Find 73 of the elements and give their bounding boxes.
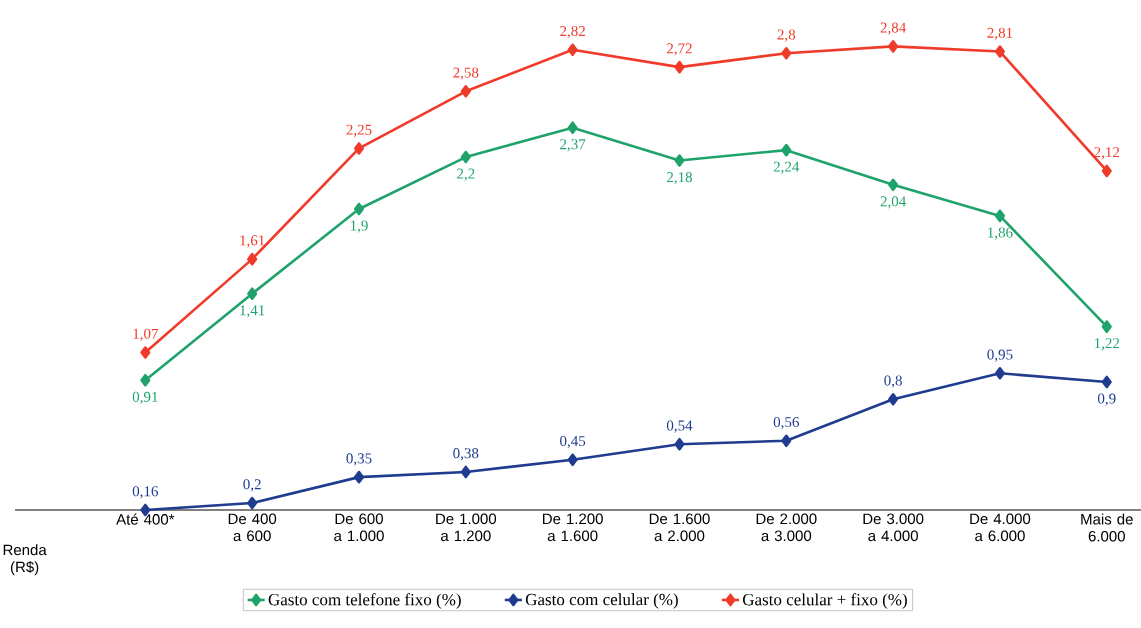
data-label: 0,2 bbox=[243, 479, 261, 492]
legend-label: Gasto com telefone fixo (%) bbox=[268, 593, 461, 609]
data-label: 1,9 bbox=[350, 220, 368, 233]
point bbox=[674, 154, 685, 167]
data-label: 2,04 bbox=[880, 196, 907, 209]
point bbox=[781, 46, 792, 60]
point bbox=[460, 150, 471, 164]
point bbox=[994, 209, 1005, 223]
x-tick-label: De 600 a 1.000 bbox=[334, 513, 384, 542]
x-axis-title: Renda (R$) bbox=[3, 544, 47, 576]
point bbox=[567, 453, 578, 467]
data-label: 2,12 bbox=[1094, 147, 1120, 160]
data-label: 0,91 bbox=[132, 391, 158, 405]
point bbox=[994, 45, 1005, 58]
x-tick-label: De 3.000 a 4.000 bbox=[863, 513, 924, 542]
legend-label: Gasto celular + fixo (%) bbox=[742, 593, 907, 609]
point bbox=[140, 346, 151, 359]
data-label: 1,22 bbox=[1094, 338, 1120, 351]
data-label: 2,8 bbox=[777, 29, 796, 42]
data-label: 0,16 bbox=[132, 486, 159, 499]
data-label: 2,82 bbox=[560, 26, 585, 39]
data-label: 0,9 bbox=[1097, 393, 1116, 406]
data-label: 0,56 bbox=[773, 416, 799, 430]
data-label: 0,8 bbox=[884, 375, 902, 388]
point bbox=[247, 287, 258, 301]
point bbox=[247, 496, 258, 510]
data-label: 2,2 bbox=[457, 168, 475, 181]
data-label: 0,38 bbox=[453, 448, 479, 461]
data-label: 0,35 bbox=[346, 453, 372, 466]
data-label: 2,84 bbox=[880, 22, 907, 35]
point bbox=[1101, 320, 1112, 333]
data-label: 2,72 bbox=[667, 43, 692, 56]
point bbox=[888, 40, 899, 53]
data-label: 2,25 bbox=[346, 124, 372, 137]
data-label: 1,86 bbox=[988, 227, 1013, 240]
x-tick-label: De 1.600 a 2.000 bbox=[649, 513, 710, 542]
data-label: 1,41 bbox=[240, 305, 265, 318]
x-tick-label: De 4.000 a 6.000 bbox=[970, 513, 1031, 542]
point bbox=[460, 465, 471, 479]
point bbox=[781, 434, 792, 448]
data-label: 0,54 bbox=[666, 420, 693, 433]
data-label: 1,07 bbox=[133, 328, 159, 342]
data-label: 0,45 bbox=[560, 436, 586, 449]
x-tick-label: De 1.200 a 1.600 bbox=[543, 513, 603, 542]
point bbox=[353, 202, 365, 216]
point bbox=[460, 85, 471, 98]
point bbox=[888, 392, 899, 406]
point bbox=[1101, 164, 1112, 178]
x-tick-label: De 2.000 a 3.000 bbox=[756, 513, 817, 542]
data-label: 2,37 bbox=[560, 139, 586, 152]
point bbox=[781, 143, 792, 157]
point bbox=[994, 367, 1005, 380]
point bbox=[1101, 375, 1112, 389]
point bbox=[674, 437, 685, 451]
data-label: 1,61 bbox=[240, 235, 265, 248]
data-label: 2,18 bbox=[667, 172, 693, 185]
point bbox=[140, 373, 151, 387]
x-tick-label: Até 400* bbox=[116, 513, 175, 525]
data-label: 2,81 bbox=[987, 27, 1013, 41]
data-label: 2,24 bbox=[773, 161, 800, 174]
data-label: 2,58 bbox=[453, 67, 479, 80]
point bbox=[353, 470, 365, 484]
point bbox=[567, 121, 578, 134]
legend-label: Gasto com celular (%) bbox=[525, 593, 678, 609]
point bbox=[567, 43, 578, 57]
point bbox=[888, 178, 899, 192]
point bbox=[247, 252, 258, 266]
x-tick-label: De 1.000 a 1.200 bbox=[436, 513, 497, 542]
point bbox=[674, 60, 685, 74]
x-tick-label: De 400 a 600 bbox=[228, 513, 277, 542]
data-label: 0,95 bbox=[987, 349, 1013, 362]
point bbox=[353, 142, 365, 155]
x-tick-label: Mais de 6.000 bbox=[1081, 513, 1133, 542]
